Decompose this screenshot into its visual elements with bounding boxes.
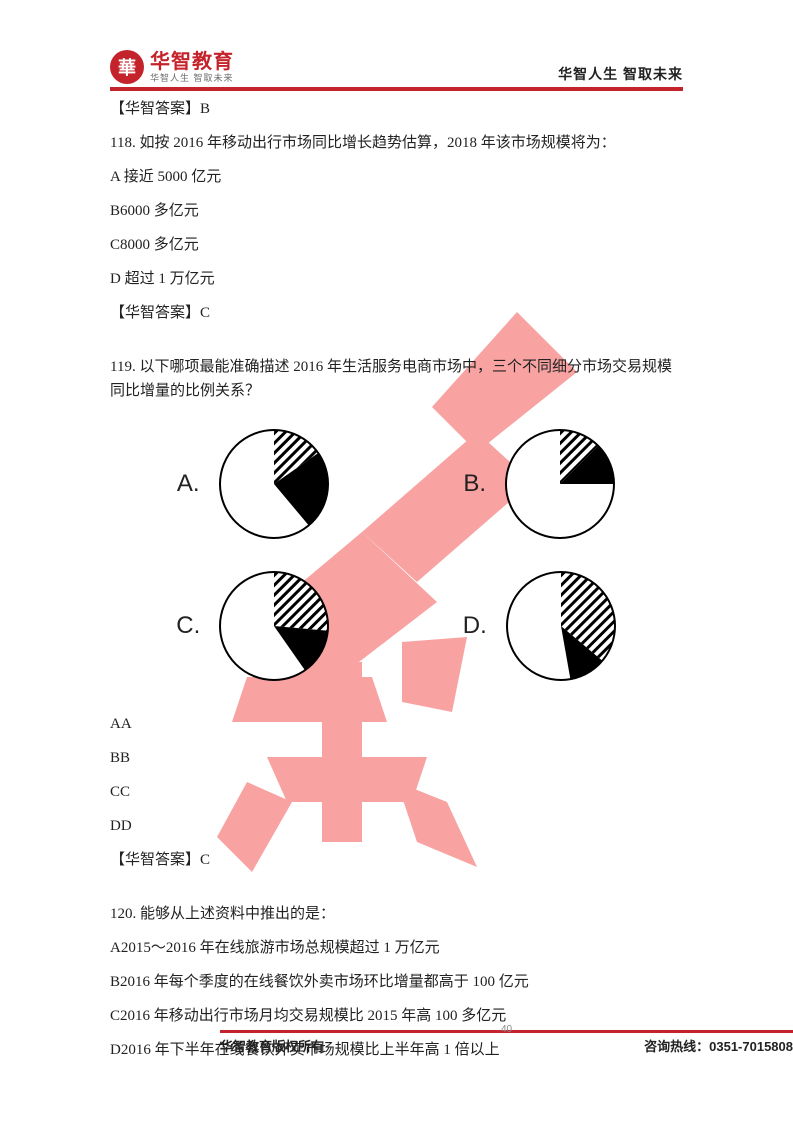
q119-chart-d: D. (463, 570, 617, 682)
q119-stem: 119. 以下哪项最能准确描述 2016 年生活服务电商市场中，三个不同细分市场… (110, 355, 683, 403)
q119-chart-c: C. (176, 570, 330, 682)
answer-118-value: C (200, 305, 210, 321)
q119-opt-aa: AA (110, 712, 683, 736)
q119-charts: A. B. C. D. (110, 428, 683, 682)
q118-opt-d: D 超过 1 万亿元 (110, 267, 683, 291)
pie-chart-d (505, 570, 617, 682)
page-number: 40 (501, 1024, 512, 1035)
answer-brand: 【华智答案】 (110, 305, 200, 321)
q120-stem: 120. 能够从上述资料中推出的是： (110, 902, 683, 926)
logo-title: 华智教育 (150, 52, 234, 72)
q119-opt-dd: DD (110, 814, 683, 838)
answer-117-value: B (200, 101, 210, 117)
q120-opt-a: A2015～2016 年在线旅游市场总规模超过 1 万亿元 (110, 936, 683, 960)
logo-icon: 華 (110, 50, 144, 84)
answer-118: 【华智答案】C (110, 301, 683, 325)
chart-c-label: C. (176, 607, 200, 645)
chart-a-label: A. (177, 465, 200, 503)
answer-117: 【华智答案】B (110, 97, 683, 121)
document-body: 【华智答案】B 118. 如按 2016 年移动出行市场同比增长趋势估算，201… (110, 97, 683, 1062)
page-header: 華 华智教育 华智人生 智取未来 华智人生 智取未来 (110, 50, 683, 84)
q118-opt-c: C8000 多亿元 (110, 233, 683, 257)
q119-opt-bb: BB (110, 746, 683, 770)
footer-hotline: 咨询热线：0351-7015808 (644, 1036, 793, 1055)
pie-chart-b (504, 428, 616, 540)
q118-opt-a: A 接近 5000 亿元 (110, 165, 683, 189)
answer-brand: 【华智答案】 (110, 101, 200, 117)
q120-opt-b: B2016 年每个季度的在线餐饮外卖市场环比增量都高于 100 亿元 (110, 970, 683, 994)
q119-chart-b: B. (463, 428, 616, 540)
page-footer: 华智教育版权所有 40 咨询热线：0351-7015808 (220, 1030, 793, 1055)
answer-119-value: C (200, 852, 210, 868)
q118-opt-b: B6000 多亿元 (110, 199, 683, 223)
logo-subtitle: 华智人生 智取未来 (150, 74, 234, 83)
header-divider (110, 87, 683, 91)
footer-copyright: 华智教育版权所有 (220, 1036, 324, 1055)
pie-chart-a (218, 428, 330, 540)
brand-logo: 華 华智教育 华智人生 智取未来 (110, 50, 234, 84)
chart-b-label: B. (463, 465, 486, 503)
q119-chart-a: A. (177, 428, 330, 540)
answer-brand: 【华智答案】 (110, 852, 200, 868)
q118-stem: 118. 如按 2016 年移动出行市场同比增长趋势估算，2018 年该市场规模… (110, 131, 683, 155)
chart-d-label: D. (463, 607, 487, 645)
answer-119: 【华智答案】C (110, 848, 683, 872)
q119-opt-cc: CC (110, 780, 683, 804)
q120-opt-c: C2016 年移动出行市场月均交易规模比 2015 年高 100 多亿元 (110, 1004, 683, 1028)
pie-chart-c (218, 570, 330, 682)
header-slogan: 华智人生 智取未来 (558, 64, 683, 84)
